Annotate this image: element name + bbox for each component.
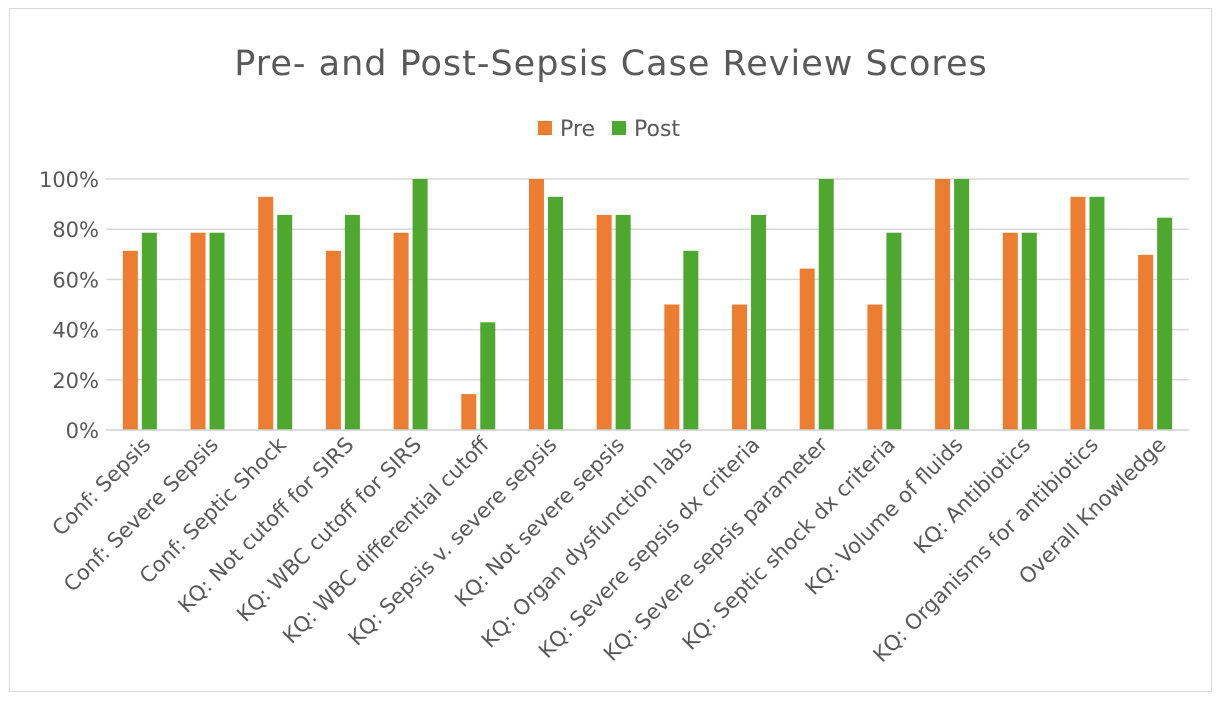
bar-post (683, 250, 699, 430)
bar-post (886, 232, 902, 430)
y-tick-label: 80% (52, 218, 99, 242)
bar-pre (799, 268, 815, 430)
y-tick-label: 20% (52, 369, 99, 393)
bar-post (954, 179, 970, 430)
bar-pre (461, 394, 477, 430)
bar-pre (1138, 254, 1154, 430)
bar-pre (122, 250, 138, 430)
bar-post (818, 179, 834, 430)
y-tick-label: 60% (52, 268, 99, 292)
bar-pre (258, 196, 274, 430)
legend-swatch-pre (538, 121, 552, 135)
bar-post (1157, 217, 1173, 430)
legend-label-post: Post (634, 117, 680, 142)
bar-post (1089, 196, 1105, 430)
bar-post (277, 214, 293, 430)
legend-swatch-post (612, 121, 626, 135)
bar-post (344, 214, 360, 430)
bar-post (1021, 232, 1037, 430)
y-tick-label: 100% (39, 168, 99, 192)
bar-post (480, 322, 496, 430)
bar-pre (867, 304, 883, 430)
bar-pre (935, 179, 951, 430)
bar-pre (1002, 232, 1018, 430)
y-tick-label: 0% (66, 419, 99, 443)
bars (122, 179, 1173, 430)
y-axis-tick-labels: 0% 20% 40% 60% 80% 100% (39, 168, 99, 443)
bar-post (209, 232, 225, 430)
bar-post (412, 179, 428, 430)
bar-pre (664, 304, 680, 430)
bar-post (751, 214, 767, 430)
legend-label-pre: Pre (560, 117, 595, 142)
bar-pre (596, 214, 612, 430)
bar-pre (528, 179, 544, 430)
bar-post (547, 196, 563, 430)
legend: Pre Post (538, 117, 680, 142)
bar-pre (325, 250, 341, 430)
bar-pre (1070, 196, 1086, 430)
y-tick-label: 40% (52, 319, 99, 343)
bar-pre (190, 232, 206, 430)
bar-pre (732, 304, 748, 430)
chart-title: Pre- and Post-Sepsis Case Review Scores (234, 44, 988, 84)
bar-post (615, 214, 631, 430)
bar-post (141, 232, 157, 430)
bar-pre (393, 232, 409, 430)
x-tick-label: KQ: Antibiotics (909, 433, 1035, 559)
